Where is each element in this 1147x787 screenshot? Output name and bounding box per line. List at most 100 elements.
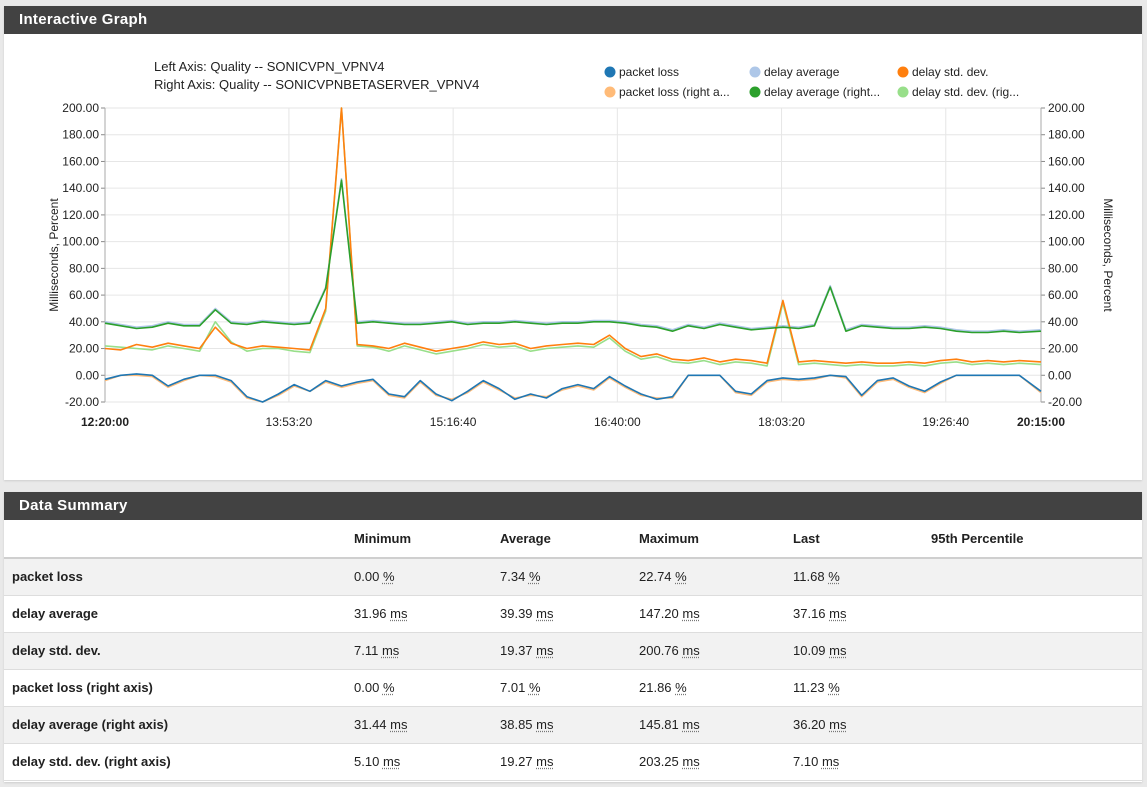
legend-swatch (897, 66, 909, 78)
y-left-tick-label: 120.00 (62, 208, 99, 222)
summary-value: 22.74 (639, 569, 672, 585)
summary-cell-minimum: 5.10 ms (354, 743, 500, 781)
column-header-last: Last (793, 520, 931, 559)
y-left-tick-label: 60.00 (69, 288, 99, 302)
legend-label: packet loss (619, 65, 679, 79)
summary-row: packet loss (right axis) 0.00 % 7.01 % 21.8… (4, 669, 1142, 707)
column-header-maximum: Maximum (639, 520, 793, 559)
summary-unit: ms (829, 606, 847, 621)
legend-item[interactable]: delay std. dev. (897, 65, 989, 79)
series-line-packet-loss[interactable] (104, 373, 1042, 403)
summary-unit: ms (536, 606, 554, 621)
summary-row: delay std. dev. (right axis) 5.10 ms 19.27… (4, 743, 1142, 781)
legend-label: delay std. dev. (912, 65, 989, 79)
summary-value: 203.25 (639, 754, 679, 769)
series-line-delay-average[interactable] (104, 178, 1042, 333)
right-y-axis: -20.00 0.00 20.00 40.00 60.00 80.00 100.00 120.… (1040, 101, 1085, 409)
y-left-tick-label: 20.00 (69, 342, 99, 356)
column-header-average: Average (500, 520, 639, 559)
quality-chart[interactable]: Left Axis: Quality -- SONICVPN_VPNV4 Rig… (4, 34, 1142, 480)
summary-unit: ms (381, 643, 400, 658)
x-tick-label: 19:26:40 (922, 415, 969, 429)
summary-cell-95th-percentile (931, 706, 1142, 744)
x-tick-label: 13:53:20 (266, 415, 313, 429)
summary-row-label: delay std. dev. (right axis) (4, 743, 354, 781)
summary-unit: % (382, 680, 395, 695)
y-right-tick-label: 0.00 (1048, 368, 1072, 382)
summary-header-row: Minimum Average Maximum Last 95th Percen… (4, 520, 1142, 559)
summary-cell-average: 7.34 % (500, 558, 639, 596)
column-header-minimum: Minimum (354, 520, 500, 559)
summary-row: delay std. dev. 7.11 ms 19.37 ms 200.76 ms 1… (4, 632, 1142, 670)
summary-value: 39.39 (500, 606, 533, 621)
summary-value: 10.09 (793, 643, 826, 658)
summary-row-label: delay std. dev. (4, 632, 354, 670)
summary-value: 7.01 (500, 680, 526, 695)
summary-cell-minimum: 31.44 ms (354, 706, 500, 744)
y-left-tick-label: 80.00 (69, 261, 99, 275)
summary-cell-minimum: 31.96 ms (354, 595, 500, 633)
y-right-tick-label: 200.00 (1048, 101, 1085, 115)
chart-legend[interactable]: packet loss delay average delay std. dev. p… (604, 65, 1020, 99)
summary-value: 11.23 (793, 680, 825, 695)
summary-unit: % (528, 680, 541, 695)
series-line-delay-average-right-axis[interactable] (104, 179, 1042, 334)
interactive-graph-heading: Interactive Graph (4, 6, 1142, 34)
summary-value: 200.76 (639, 643, 679, 658)
summary-value: 19.27 (500, 754, 533, 769)
summary-cell-average: 19.27 ms (500, 743, 639, 781)
chart-series[interactable] (104, 107, 1042, 403)
series-line-delay-std-dev[interactable] (104, 107, 1042, 365)
summary-unit: ms (682, 643, 700, 658)
summary-value: 19.37 (500, 643, 533, 658)
summary-unit: ms (682, 717, 700, 732)
legend-swatch (897, 86, 909, 98)
summary-cell-maximum: 21.86 % (639, 669, 793, 707)
legend-swatch (604, 66, 616, 78)
summary-cell-minimum: 7.11 ms (354, 632, 500, 670)
summary-cell-last: 11.68 % (793, 558, 931, 596)
summary-unit: ms (821, 754, 840, 769)
summary-cell-average: 7.01 % (500, 669, 639, 707)
left-axis-caption: Left Axis: Quality -- SONICVPN_VPNV4 (154, 59, 384, 74)
series-line-packet-loss-right-axis[interactable] (104, 374, 1042, 403)
summary-value: 5.10 (354, 754, 380, 769)
summary-row-label: packet loss (4, 558, 354, 596)
column-header-95th-percentile: 95th Percentile (931, 520, 1142, 559)
summary-value: 31.44 (354, 717, 387, 732)
y-left-tick-label: 100.00 (62, 235, 99, 249)
data-summary-table: Minimum Average Maximum Last 95th Percen… (4, 520, 1142, 781)
data-summary-heading: Data Summary (4, 492, 1142, 520)
legend-item[interactable]: delay std. dev. (rig... (897, 85, 1020, 99)
summary-value: 31.96 (354, 606, 387, 621)
y-right-tick-label: 160.00 (1048, 154, 1085, 168)
summary-unit: ms (536, 717, 554, 732)
y-right-tick-label: -20.00 (1048, 395, 1082, 409)
summary-value: 11.68 (793, 569, 825, 585)
legend-label: delay average (right... (764, 85, 880, 99)
summary-cell-minimum: 0.00 % (354, 669, 500, 707)
summary-value: 145.81 (639, 717, 679, 732)
summary-row: delay average 31.96 ms 39.39 ms 147.20 ms 37… (4, 595, 1142, 633)
legend-item[interactable]: packet loss (604, 65, 680, 79)
legend-item[interactable]: packet loss (right a... (604, 85, 730, 99)
y-right-tick-label: 20.00 (1048, 342, 1078, 356)
legend-item[interactable]: delay average (right... (749, 85, 881, 99)
legend-swatch (604, 86, 616, 98)
summary-cell-95th-percentile (931, 558, 1142, 596)
summary-unit: % (675, 680, 687, 695)
right-axis-caption: Right Axis: Quality -- SONICVPNBETASERVE… (154, 77, 479, 92)
summary-unit: ms (829, 717, 847, 732)
summary-row: packet loss 0.00 % 7.34 % 22.74 % 11.68 % (4, 558, 1142, 596)
series-line-delay-std-dev-right-axis[interactable] (104, 107, 1042, 367)
y-left-tick-label: 140.00 (62, 181, 99, 195)
left-y-axis-title: Milliseconds, Percent (47, 198, 61, 312)
summary-cell-last: 10.09 ms (793, 632, 931, 670)
legend-item[interactable]: delay average (749, 65, 840, 79)
legend-label: packet loss (right a... (619, 85, 730, 99)
summary-cell-last: 36.20 ms (793, 706, 931, 744)
summary-value: 21.86 (639, 680, 672, 695)
summary-cell-95th-percentile (931, 669, 1142, 707)
summary-unit: ms (536, 643, 554, 658)
summary-unit: ms (390, 606, 408, 621)
